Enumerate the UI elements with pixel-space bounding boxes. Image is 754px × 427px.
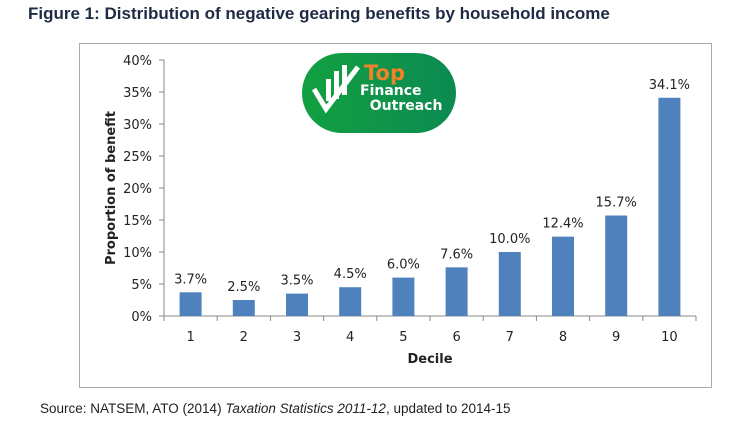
y-tick-label: 30% [123,118,152,133]
data-label: 3.5% [280,274,313,289]
data-label: 15.7% [596,196,637,211]
y-axis-title: Proportion of benefit [104,111,119,265]
y-tick-label: 10% [123,246,152,261]
y-tick-label: 35% [123,86,152,101]
x-tick-label: 6 [452,330,460,345]
data-label: 34.1% [649,78,690,93]
x-tick-label: 3 [293,330,301,345]
x-tick-label: 2 [240,330,248,345]
bar [445,267,468,316]
y-tick-label: 20% [123,182,152,197]
data-label: 4.5% [334,267,367,282]
checkmark-chart-icon [312,65,360,114]
x-axis-title: Decile [407,352,452,367]
bar [498,252,521,316]
y-tick-label: 25% [123,150,152,165]
logo-text-finance: Finance [360,83,422,99]
data-label: 12.4% [542,217,583,232]
source-prefix: Source: NATSEM, ATO (2014) [40,401,226,416]
bar [552,236,574,316]
source-suffix: , updated to 2014-15 [385,401,511,416]
bar [392,277,415,316]
x-tick-label: 8 [559,330,567,345]
x-tick-label: 7 [506,330,514,345]
bar [232,300,255,316]
data-label: 2.5% [227,280,260,295]
bar [658,97,681,316]
data-label: 10.0% [489,232,530,247]
x-tick-label: 10 [661,330,678,345]
y-tick-label: 40% [123,54,152,69]
figure-title: Figure 1: Distribution of negative geari… [28,4,610,23]
bar [605,215,628,316]
logo-text-top: Top [364,61,405,85]
source-note: Source: NATSEM, ATO (2014) Taxation Stat… [40,401,511,416]
y-tick-label: 0% [131,310,152,325]
source-title: Taxation Statistics 2011-12 [225,401,386,416]
bar [179,292,202,316]
y-tick-label: 15% [123,214,152,229]
data-label: 3.7% [174,272,207,287]
logo-text-outreach: Outreach [369,98,443,114]
chart-frame [79,43,712,388]
data-label: 6.0% [387,258,420,273]
x-tick-label: 5 [399,330,407,345]
x-tick-label: 9 [612,330,620,345]
bar [339,287,362,316]
bar [286,293,308,316]
y-tick-label: 5% [131,278,152,293]
x-tick-label: 1 [186,330,194,345]
data-label: 7.6% [440,247,473,262]
x-tick-label: 4 [346,330,354,345]
logo-top-finance-outreach: Top Finance Outreach [302,53,456,133]
